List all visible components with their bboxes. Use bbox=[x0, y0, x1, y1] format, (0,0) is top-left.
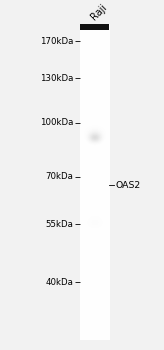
Text: 100kDa: 100kDa bbox=[40, 118, 73, 127]
Text: 70kDa: 70kDa bbox=[45, 172, 73, 181]
Text: OAS2: OAS2 bbox=[116, 181, 141, 190]
Text: 130kDa: 130kDa bbox=[40, 74, 73, 83]
Text: Raji: Raji bbox=[89, 2, 109, 22]
Text: 55kDa: 55kDa bbox=[45, 220, 73, 229]
Text: 40kDa: 40kDa bbox=[45, 278, 73, 287]
Bar bbox=[80, 24, 109, 30]
Text: 170kDa: 170kDa bbox=[40, 36, 73, 46]
